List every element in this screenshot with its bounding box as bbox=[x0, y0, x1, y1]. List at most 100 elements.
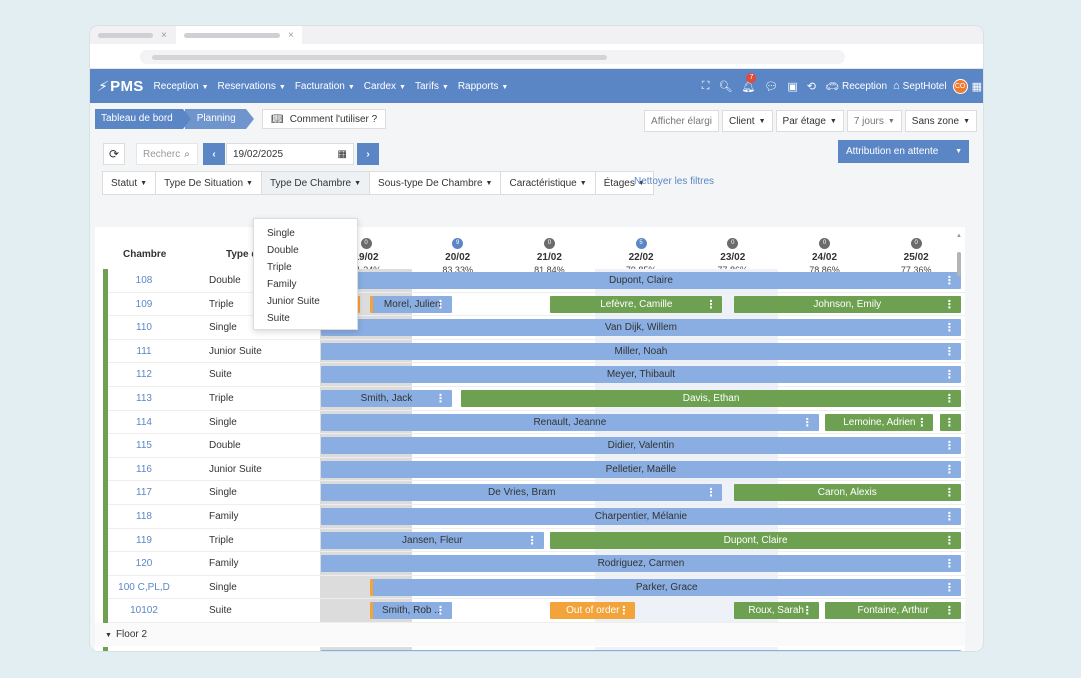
room-number[interactable]: 113 bbox=[136, 393, 152, 404]
room-number[interactable]: 109 bbox=[135, 298, 153, 310]
floor-group-header[interactable]: ▼ Floor 2 bbox=[95, 623, 965, 646]
reservation-bar[interactable]: Miller, Noah ⋮ bbox=[321, 342, 961, 360]
room-number[interactable]: 112 bbox=[136, 369, 152, 381]
kebab-menu-icon[interactable]: ⋮ bbox=[801, 605, 813, 618]
kebab-menu-icon[interactable]: ⋮ bbox=[943, 345, 955, 358]
reservation-bar[interactable]: Dupont, Claire ⋮ bbox=[321, 272, 961, 289]
reservation-bar[interactable]: Van Dijk, Willem ⋮ bbox=[321, 319, 961, 337]
dropdown-option[interactable]: Suite bbox=[267, 313, 290, 324]
kebab-menu-icon[interactable]: ⋮ bbox=[434, 393, 446, 405]
scroll-up-icon[interactable]: ▲ bbox=[956, 233, 962, 239]
howto-button[interactable]: 📖︎ Comment l'utiliser ? bbox=[262, 109, 387, 129]
reservation-bar[interactable]: Picard, Enzo⋮ bbox=[321, 649, 961, 651]
hotel-selector[interactable]: SeptHotel bbox=[902, 80, 947, 92]
reservation-bar[interactable]: Renault, Jeanne ⋮ bbox=[321, 413, 819, 431]
close-icon[interactable]: × bbox=[161, 29, 167, 41]
room-number[interactable]: 100 C,PL,D bbox=[118, 581, 170, 593]
browser-tab-active[interactable]: × bbox=[176, 26, 302, 44]
room-number[interactable]: 10102 bbox=[130, 605, 158, 617]
afficher-elargi-button[interactable]: Afficher élargi bbox=[644, 110, 720, 132]
room-number[interactable]: 117 bbox=[136, 487, 152, 499]
menu-item[interactable]: Reservations ▼ bbox=[218, 81, 286, 92]
reservation-bar[interactable]: Roux, Sarah ⋮ bbox=[733, 602, 819, 620]
menu-item[interactable]: Tarifs ▼ bbox=[415, 81, 449, 92]
menu-item[interactable]: Cardex ▼ bbox=[364, 81, 406, 92]
reservation-bar[interactable]: Didier, Valentin ⋮ bbox=[321, 437, 961, 455]
brand-logo[interactable]: ⚡ PMS bbox=[96, 78, 144, 95]
address-bar[interactable] bbox=[140, 50, 845, 64]
filter-dropdown[interactable]: Type De Situation ▼ bbox=[155, 171, 262, 195]
kebab-menu-icon[interactable]: ⋮ bbox=[943, 511, 955, 523]
jours-dropdown[interactable]: 7 jours ▼ bbox=[846, 110, 902, 132]
breadcrumb-home[interactable]: Tableau de bord bbox=[95, 109, 191, 129]
close-icon[interactable]: × bbox=[288, 29, 294, 41]
reservation-bar[interactable]: Jansen, Fleur ⋮ bbox=[321, 531, 544, 549]
kebab-menu-icon[interactable]: ⋮ bbox=[943, 534, 955, 547]
kebab-menu-icon[interactable]: ⋮ bbox=[705, 298, 717, 311]
room-column-header[interactable]: Chambre bbox=[123, 249, 167, 260]
date-input[interactable]: 19/02/2025 ▦ bbox=[226, 143, 354, 165]
menu-item[interactable]: Facturation ▼ bbox=[295, 81, 355, 92]
refresh-button[interactable]: ⟳ bbox=[103, 143, 125, 165]
reservation-bar[interactable]: Out of order ⋮ bbox=[550, 602, 636, 620]
type-column-header[interactable]: Type d bbox=[226, 249, 258, 260]
reservation-bar[interactable]: ⋮ bbox=[939, 413, 961, 431]
reservation-bar[interactable]: Lemoine, Adrien ⋮ bbox=[825, 413, 934, 431]
history-icon[interactable]: ⟲ bbox=[806, 80, 817, 93]
kebab-menu-icon[interactable]: ⋮ bbox=[916, 416, 928, 429]
etage-dropdown[interactable]: Par étage ▼ bbox=[775, 110, 844, 132]
kebab-menu-icon[interactable]: ⋮ bbox=[705, 487, 717, 500]
kebab-menu-icon[interactable]: ⋮ bbox=[943, 558, 955, 571]
reservation-bar[interactable]: Johnson, Emily ⋮ bbox=[733, 295, 961, 313]
fullscreen-icon[interactable]: ⛶ bbox=[701, 79, 710, 92]
reservation-bar[interactable]: Caron, Alexis ⋮ bbox=[733, 484, 961, 502]
kebab-menu-icon[interactable]: ⋮ bbox=[943, 581, 955, 594]
filter-dropdown[interactable]: Caractéristique ▼ bbox=[500, 171, 596, 195]
kebab-menu-icon[interactable]: ⋮ bbox=[434, 298, 446, 311]
tablet-icon[interactable]: ▣ bbox=[787, 80, 798, 93]
filter-dropdown[interactable]: Étages ▼ bbox=[594, 171, 654, 195]
kebab-menu-icon[interactable]: ⋮ bbox=[434, 605, 446, 618]
search-input[interactable]: Recherc ⌕ bbox=[136, 143, 198, 165]
reservation-bar[interactable]: Parker, Grace ⋮ bbox=[369, 578, 961, 596]
prev-date-button[interactable]: ‹ bbox=[203, 143, 225, 165]
reservation-bar[interactable]: Smith, Jack ⋮ bbox=[321, 390, 452, 407]
reservation-bar[interactable]: Meyer, Thibault ⋮ bbox=[321, 366, 961, 384]
dropdown-option[interactable]: Double bbox=[267, 245, 299, 256]
kebab-menu-icon[interactable]: ⋮ bbox=[526, 534, 538, 547]
menu-item[interactable]: Rapports ▼ bbox=[458, 81, 509, 92]
search-icon[interactable]: 🔍︎ bbox=[718, 80, 733, 93]
client-dropdown[interactable]: Client ▼ bbox=[722, 110, 773, 132]
grid-menu-icon[interactable]: ▦ bbox=[971, 80, 982, 93]
reception-link[interactable]: Reception bbox=[841, 80, 888, 92]
kebab-menu-icon[interactable]: ⋮ bbox=[618, 605, 630, 618]
next-date-button[interactable]: › bbox=[357, 143, 379, 165]
kebab-menu-icon[interactable]: ⋮ bbox=[943, 322, 955, 335]
kebab-menu-icon[interactable]: ⋮ bbox=[801, 416, 813, 429]
calendar-icon[interactable]: ▦ bbox=[337, 148, 347, 160]
kebab-menu-icon[interactable]: ⋮ bbox=[943, 393, 955, 405]
kebab-menu-icon[interactable]: ⋮ bbox=[943, 487, 955, 500]
filter-dropdown[interactable]: Type De Chambre ▼ bbox=[260, 171, 371, 195]
dropdown-option[interactable]: Single bbox=[267, 228, 295, 239]
kebab-menu-icon[interactable]: ⋮ bbox=[943, 369, 955, 382]
clear-filters-link[interactable]: Nettoyer les filtres bbox=[634, 176, 715, 187]
bell-icon[interactable]: 🔔︎ 7 bbox=[741, 72, 757, 93]
kebab-menu-icon[interactable]: ⋮ bbox=[943, 440, 955, 453]
reservation-bar[interactable]: Dupont, Claire ⋮ bbox=[550, 531, 961, 549]
filter-dropdown[interactable]: Statut ▼ bbox=[102, 171, 157, 195]
reservation-bar[interactable]: Davis, Ethan ⋮ bbox=[461, 390, 961, 407]
reservation-bar[interactable]: Rodriguez, Carmen ⋮ bbox=[321, 555, 961, 573]
reservation-bar[interactable]: Fontaine, Arthur ⋮ bbox=[825, 602, 961, 620]
dropdown-option[interactable]: Junior Suite bbox=[267, 296, 320, 307]
kebab-menu-icon[interactable]: ⋮ bbox=[943, 463, 955, 476]
room-number[interactable]: 108 bbox=[135, 275, 153, 286]
kebab-menu-icon[interactable]: ⋮ bbox=[943, 275, 955, 287]
scrollbar[interactable] bbox=[957, 252, 961, 276]
room-number[interactable]: 110 bbox=[136, 322, 152, 334]
room-number[interactable]: 115 bbox=[136, 440, 152, 452]
kebab-menu-icon[interactable]: ⋮ bbox=[943, 605, 955, 618]
menu-item[interactable]: Reception ▼ bbox=[154, 81, 209, 92]
reservation-bar[interactable]: Charpentier, Mélanie ⋮ bbox=[321, 508, 961, 525]
reservation-bar[interactable]: De Vries, Bram ⋮ bbox=[321, 484, 723, 502]
